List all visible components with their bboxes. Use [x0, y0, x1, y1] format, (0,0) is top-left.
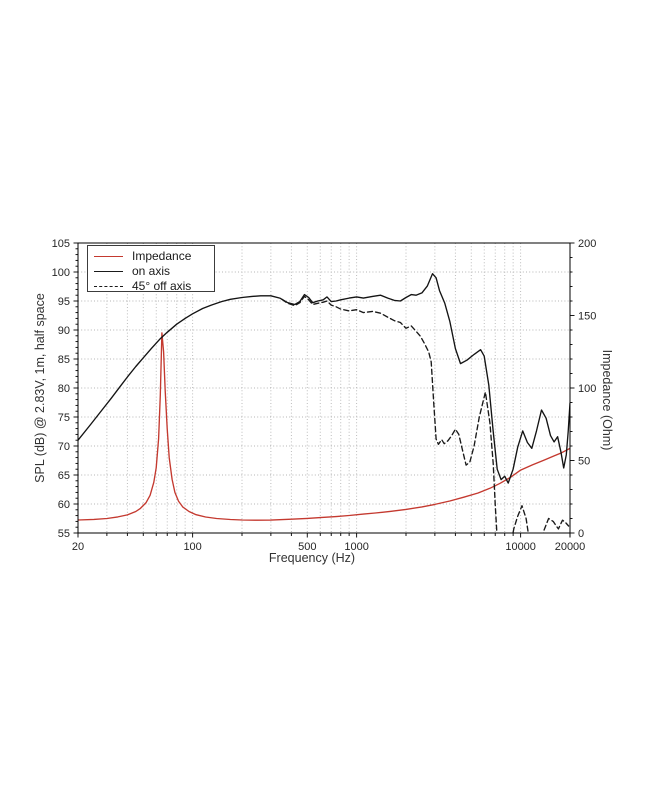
- x-tick-label: 20: [72, 541, 84, 553]
- y-left-tick-label: 95: [58, 296, 70, 308]
- y-left-tick-label: 65: [58, 470, 70, 482]
- y-right-tick-label: 0: [578, 528, 584, 540]
- y-left-tick-label: 75: [58, 412, 70, 424]
- tick-labels: 20 100 500 1000 10000 20000556065707580859095…: [52, 238, 597, 553]
- grid-lines: [78, 243, 570, 533]
- x-tick-label: 10000: [505, 541, 536, 553]
- legend-label-impedance: Impedance: [132, 249, 192, 263]
- x-tick-label: 1000: [344, 541, 368, 553]
- legend-label-on-axis: on axis: [132, 264, 171, 278]
- impedance-curve: [78, 332, 570, 521]
- x-tick-label: 100: [183, 541, 201, 553]
- axis-ticks: [73, 242, 575, 538]
- y-left-tick-label: 60: [58, 499, 70, 511]
- y-left-tick-label: 70: [58, 441, 70, 453]
- y-axis-left-title: SPL (dB) @ 2.83V, 1m, half space: [33, 293, 47, 483]
- legend-item-on-axis: on axis: [94, 265, 214, 278]
- legend: Impedance on axis 45° off axis: [87, 245, 215, 293]
- data-curves: [78, 273, 570, 533]
- y-left-tick-label: 55: [58, 528, 70, 540]
- y-right-tick-label: 100: [578, 383, 596, 395]
- y-right-tick-label: 150: [578, 310, 596, 322]
- x-tick-label: 500: [298, 541, 316, 553]
- x-axis-title: Frequency (Hz): [268, 551, 356, 565]
- y-left-tick-label: 80: [58, 383, 70, 395]
- y-axis-right-title: Impedance (Ohm): [600, 349, 614, 451]
- y-left-tick-label: 85: [58, 354, 70, 366]
- y-right-tick-label: 50: [578, 455, 590, 467]
- y-left-tick-label: 105: [52, 238, 70, 250]
- legend-item-45-off-axis: 45° off axis: [94, 280, 214, 293]
- legend-label-45-off-axis: 45° off axis: [132, 279, 192, 293]
- legend-item-impedance: Impedance: [94, 250, 214, 263]
- x-tick-label: 20000: [555, 541, 586, 553]
- on-axis-line-sample: [94, 271, 123, 272]
- impedance-line-sample: [94, 256, 123, 257]
- off-axis-line-sample: [94, 286, 123, 287]
- on-axis-curve: [78, 273, 570, 484]
- off-axis-curve: [281, 295, 570, 533]
- y-left-tick-label: 100: [52, 267, 70, 279]
- y-right-tick-label: 200: [578, 238, 596, 250]
- y-left-tick-label: 90: [58, 325, 70, 337]
